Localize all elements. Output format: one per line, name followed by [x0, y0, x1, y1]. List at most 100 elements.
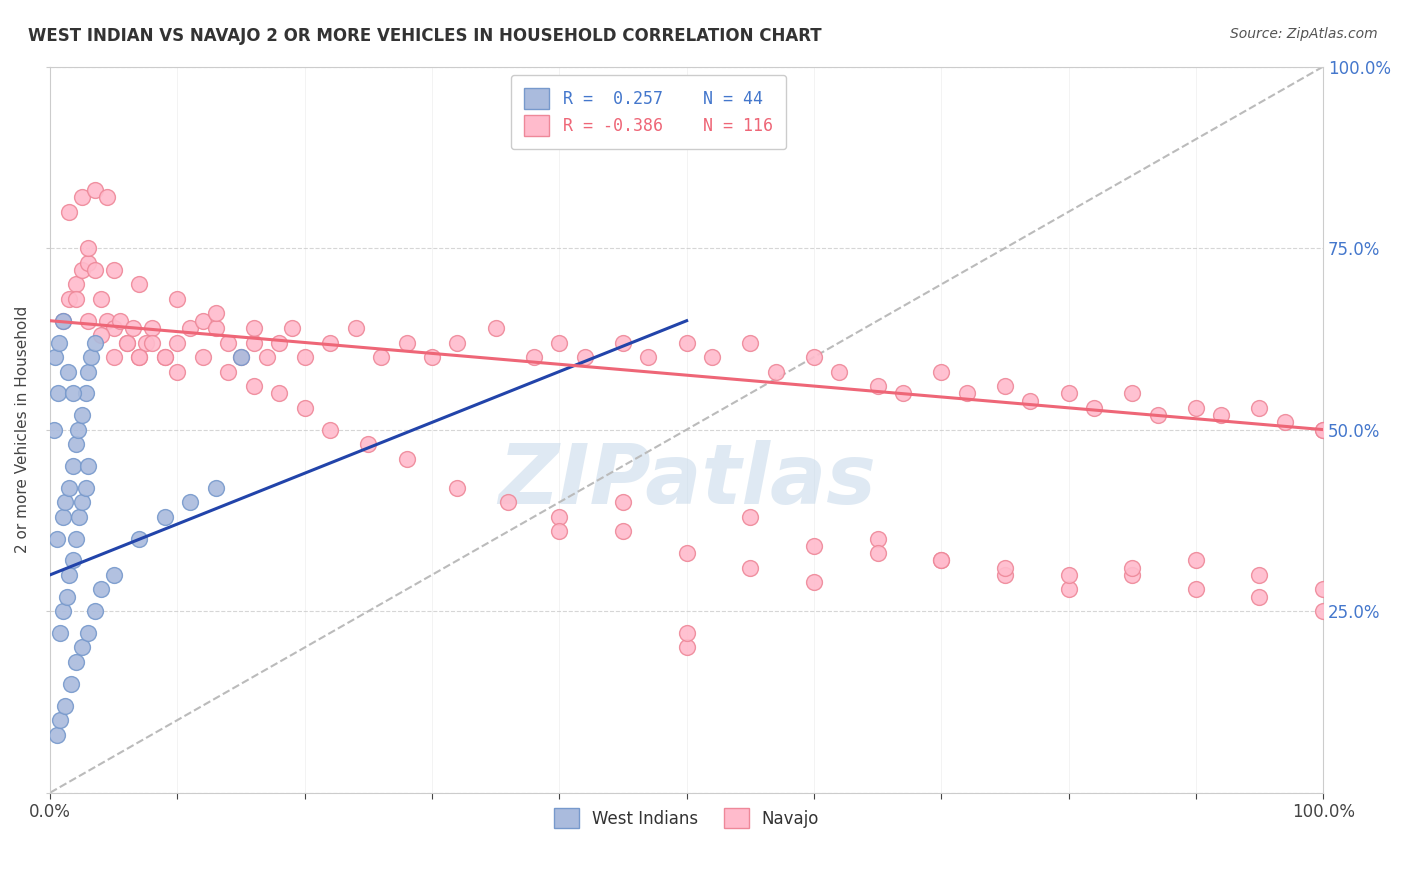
West Indians: [62, 553, 84, 567]
Navajo: [1312, 582, 1334, 597]
Navajo: [243, 379, 266, 393]
Navajo: [294, 350, 316, 364]
Navajo: [83, 263, 105, 277]
Navajo: [65, 277, 87, 292]
Navajo: [166, 335, 188, 350]
West Indians: [77, 365, 100, 379]
Navajo: [1185, 553, 1208, 567]
West Indians: [62, 458, 84, 473]
Navajo: [994, 567, 1017, 582]
Navajo: [96, 190, 118, 204]
Navajo: [866, 546, 889, 560]
Navajo: [90, 328, 112, 343]
Navajo: [344, 321, 367, 335]
West Indians: [179, 495, 201, 509]
West Indians: [56, 365, 79, 379]
West Indians: [204, 481, 226, 495]
Navajo: [58, 204, 80, 219]
West Indians: [70, 640, 93, 655]
West Indians: [55, 590, 77, 604]
Navajo: [675, 626, 697, 640]
Navajo: [523, 350, 546, 364]
Navajo: [765, 365, 787, 379]
Navajo: [70, 190, 93, 204]
West Indians: [55, 495, 77, 509]
Navajo: [1057, 386, 1080, 401]
Navajo: [803, 350, 825, 364]
Navajo: [548, 509, 571, 524]
Navajo: [612, 335, 634, 350]
Navajo: [179, 321, 201, 335]
Navajo: [52, 314, 75, 328]
West Indians: [58, 567, 80, 582]
Navajo: [1185, 582, 1208, 597]
Navajo: [574, 350, 596, 364]
Navajo: [828, 365, 851, 379]
Navajo: [420, 350, 443, 364]
Navajo: [90, 292, 112, 306]
West Indians: [103, 567, 125, 582]
Navajo: [446, 335, 468, 350]
West Indians: [46, 386, 69, 401]
West Indians: [49, 626, 72, 640]
Navajo: [229, 350, 252, 364]
West Indians: [80, 350, 103, 364]
West Indians: [90, 582, 112, 597]
Navajo: [446, 481, 468, 495]
Navajo: [256, 350, 278, 364]
West Indians: [49, 713, 72, 727]
Navajo: [141, 335, 163, 350]
West Indians: [83, 335, 105, 350]
Navajo: [1249, 401, 1271, 415]
Navajo: [637, 350, 659, 364]
West Indians: [229, 350, 252, 364]
Navajo: [77, 314, 100, 328]
Navajo: [803, 539, 825, 553]
Navajo: [675, 335, 697, 350]
Navajo: [994, 560, 1017, 574]
West Indians: [75, 481, 97, 495]
Navajo: [191, 350, 214, 364]
Navajo: [740, 560, 762, 574]
Text: ZIPatlas: ZIPatlas: [498, 440, 876, 521]
Navajo: [548, 335, 571, 350]
Navajo: [128, 350, 150, 364]
West Indians: [45, 532, 67, 546]
Navajo: [929, 553, 952, 567]
Navajo: [166, 292, 188, 306]
Navajo: [77, 241, 100, 255]
Navajo: [485, 321, 508, 335]
Navajo: [1121, 386, 1143, 401]
Navajo: [96, 314, 118, 328]
Navajo: [122, 321, 145, 335]
Navajo: [83, 183, 105, 197]
West Indians: [67, 509, 90, 524]
Navajo: [1121, 560, 1143, 574]
Legend: West Indians, Navajo: West Indians, Navajo: [547, 802, 825, 835]
Navajo: [1121, 567, 1143, 582]
Navajo: [153, 350, 176, 364]
Navajo: [217, 365, 239, 379]
Navajo: [929, 553, 952, 567]
West Indians: [153, 509, 176, 524]
Navajo: [498, 495, 520, 509]
Navajo: [141, 321, 163, 335]
West Indians: [70, 408, 93, 422]
Navajo: [166, 365, 188, 379]
Navajo: [1312, 423, 1334, 437]
Navajo: [1057, 567, 1080, 582]
Navajo: [891, 386, 914, 401]
Navajo: [294, 401, 316, 415]
Navajo: [115, 335, 138, 350]
Navajo: [243, 335, 266, 350]
Navajo: [612, 495, 634, 509]
Navajo: [395, 451, 418, 466]
Navajo: [77, 255, 100, 269]
West Indians: [45, 728, 67, 742]
Navajo: [128, 277, 150, 292]
Navajo: [135, 335, 157, 350]
Navajo: [153, 350, 176, 364]
Navajo: [1274, 416, 1296, 430]
Navajo: [929, 365, 952, 379]
Navajo: [866, 532, 889, 546]
